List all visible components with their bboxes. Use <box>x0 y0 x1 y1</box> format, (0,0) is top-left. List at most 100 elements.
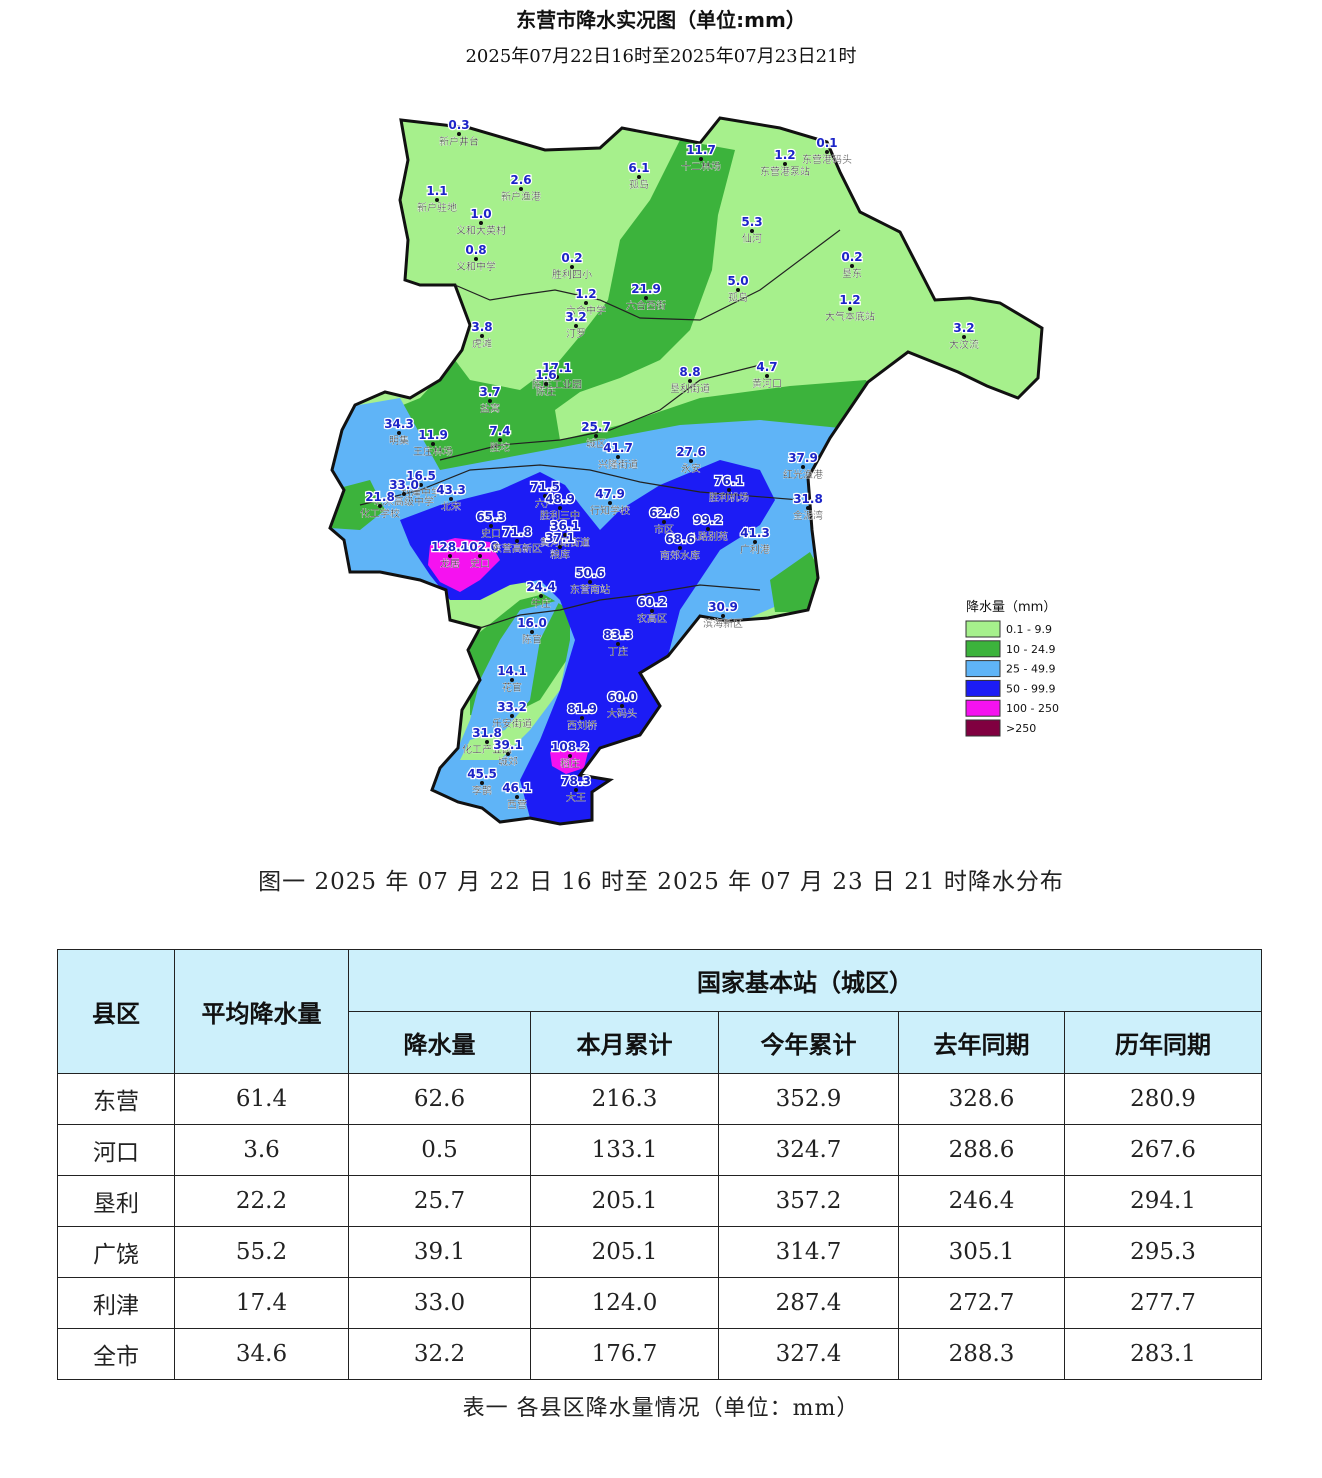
station-dot <box>435 198 439 202</box>
station-marker: 3.2 大汶流 <box>949 320 979 351</box>
cell-county: 垦利 <box>57 1175 175 1227</box>
station-value: 4.7 <box>756 360 777 374</box>
station-name: 胜坨 <box>490 441 510 454</box>
station-value: 11.9 <box>418 428 448 442</box>
station-name: 孤岛 <box>728 291 748 304</box>
station-value: 41.3 <box>740 526 770 540</box>
station-value: 50.6 <box>575 566 605 580</box>
station-dot <box>620 704 624 708</box>
station-value: 5.3 <box>741 215 762 229</box>
station-name: 大王 <box>566 791 586 804</box>
station-value: 0.2 <box>561 251 582 265</box>
station-marker: 48.9 胜利三中 <box>540 491 580 522</box>
station-marker: 81.9 西刘桥 <box>566 701 598 732</box>
station-value: 47.9 <box>595 487 625 501</box>
station-marker: 83.3 丁庄 <box>602 627 634 658</box>
station-marker: 50.6 东营南站 <box>570 565 610 596</box>
station-marker: 33.2 乐安街道 <box>492 699 532 730</box>
station-dot <box>555 375 559 379</box>
cell-precipitation: 0.5 <box>348 1124 531 1176</box>
station-marker: 0.2 胜利四小 <box>552 250 592 281</box>
header-month-total: 本月累计 <box>530 1011 719 1074</box>
station-name: 花官 <box>502 681 522 694</box>
station-value: 14.1 <box>497 664 527 678</box>
station-name: 八路别苑 <box>688 530 728 543</box>
station-dot <box>699 157 703 161</box>
station-marker: 16.5 利津中学 <box>401 468 441 499</box>
station-value: 21.9 <box>631 282 661 296</box>
legend-swatch <box>965 640 1001 658</box>
cell-normal: 267.6 <box>1063 1124 1263 1176</box>
station-marker: 6.1 孤岛 <box>627 160 651 191</box>
station-value: 16.5 <box>406 469 436 483</box>
station-name: 市区 <box>654 523 674 536</box>
station-marker: 71.8 东营高新区 <box>492 524 542 555</box>
station-dot <box>448 554 452 558</box>
station-marker: 4.7 黄河口 <box>752 359 782 390</box>
station-value: 41.7 <box>603 441 633 455</box>
station-value: 34.3 <box>384 417 414 431</box>
station-name: 滨海新区 <box>703 617 743 630</box>
magenta-zone-west <box>428 538 500 592</box>
station-name: 垦东 <box>842 267 862 280</box>
station-marker: 11.7 十二林场 <box>681 142 721 173</box>
station-dot <box>783 162 787 166</box>
station-marker: 3.7 盐窝 <box>478 384 502 415</box>
station-dot <box>480 334 484 338</box>
station-name: 史口 <box>481 528 501 540</box>
cell-last-year: 305.1 <box>898 1226 1065 1278</box>
cell-county: 利津 <box>57 1277 175 1329</box>
station-marker: 0.3 新户井台 <box>439 117 479 148</box>
magenta-zone-south <box>550 744 588 774</box>
station-name: 广利港 <box>740 544 770 556</box>
map-subtitle: 2025年07月22日16时至2025年07月23日21时 <box>465 46 857 67</box>
header-average-precipitation: 平均降水量 <box>174 949 349 1074</box>
station-value: 81.9 <box>567 702 597 716</box>
station-value: 78.3 <box>561 774 591 788</box>
station-dot <box>825 150 829 154</box>
station-marker: 1.6 陈庄 <box>534 367 558 398</box>
map-title: 东营市降水实况图（单位:mm） <box>516 8 806 32</box>
station-value: 83.3 <box>603 628 633 642</box>
station-name: 化工学校 <box>360 507 400 520</box>
station-marker: 34.3 明集 <box>383 416 415 447</box>
station-marker: 39.1 城郊 <box>492 737 524 768</box>
green-band-north <box>332 140 900 490</box>
station-dot <box>662 520 666 524</box>
station-marker: 43.3 北宋 <box>435 482 467 513</box>
header-last-year: 去年同期 <box>898 1011 1065 1074</box>
station-name: 六合中学 <box>566 304 606 317</box>
station-name: 垦利街道 <box>670 382 710 395</box>
station-marker: 36.1 黄河路街道 <box>540 518 590 549</box>
station-marker: 108.2 稻庄 <box>550 739 590 770</box>
station-name: 明集 <box>389 434 409 447</box>
legend-label: 100 - 250 <box>1006 702 1059 715</box>
cell-normal: 280.9 <box>1063 1073 1263 1125</box>
station-marker: 60.2 农高区 <box>636 594 668 625</box>
station-dot <box>558 545 562 549</box>
legend-label: 10 - 24.9 <box>1006 643 1055 656</box>
cell-normal: 277.7 <box>1063 1277 1263 1329</box>
station-name: 新户驻地 <box>417 201 457 214</box>
station-marker: 37.1 粮库 <box>544 530 576 561</box>
legend-label: >250 <box>1006 722 1036 735</box>
station-marker: 33.0 北宋高级中学 <box>374 477 434 508</box>
station-value: 31.8 <box>472 726 502 740</box>
station-value: 27.6 <box>676 445 706 459</box>
station-marker: 31.8 金泥湾 <box>792 491 824 522</box>
cell-average: 3.6 <box>174 1124 349 1176</box>
station-marker: 31.8 化工产业园 <box>462 725 512 756</box>
legend-label: 0.1 - 9.9 <box>1006 623 1052 636</box>
legend-swatch <box>965 620 1001 638</box>
station-name: 盐窝 <box>480 402 500 415</box>
station-dot <box>637 175 641 179</box>
header-precipitation: 降水量 <box>348 1011 531 1074</box>
station-dot <box>568 754 572 758</box>
station-value: 1.2 <box>839 293 860 307</box>
figure-caption: 图一 2025 年 07 月 22 日 16 时至 2025 年 07 月 23… <box>258 869 1064 895</box>
station-marker: 24.4 牛庄 <box>525 579 557 610</box>
map-legend: 降水量（mm） 0.1 - 9.9 10 - 24.9 25 - 49.9 50 - … <box>965 600 1059 737</box>
station-dot <box>580 716 584 720</box>
legend-swatch <box>965 719 1001 737</box>
station-name: 六户 <box>535 497 555 510</box>
